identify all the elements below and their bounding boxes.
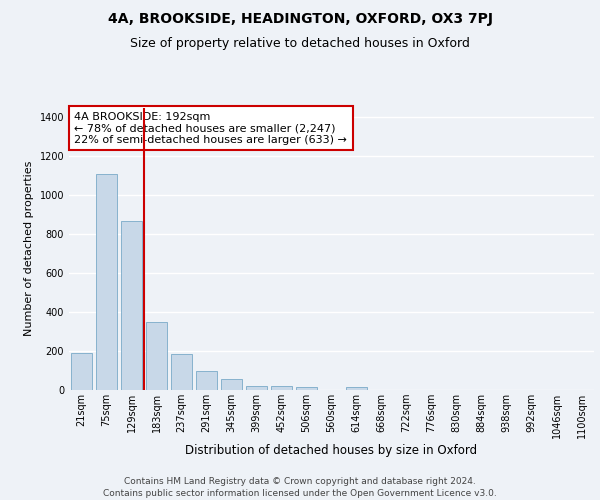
Bar <box>246 386 267 390</box>
Bar <box>196 372 217 390</box>
Text: 4A BROOKSIDE: 192sqm
← 78% of detached houses are smaller (2,247)
22% of semi-de: 4A BROOKSIDE: 192sqm ← 78% of detached h… <box>74 112 347 145</box>
Bar <box>121 222 142 390</box>
Bar <box>171 354 192 390</box>
Bar <box>296 386 317 390</box>
Text: 4A, BROOKSIDE, HEADINGTON, OXFORD, OX3 7PJ: 4A, BROOKSIDE, HEADINGTON, OXFORD, OX3 7… <box>107 12 493 26</box>
Text: Contains HM Land Registry data © Crown copyright and database right 2024.
Contai: Contains HM Land Registry data © Crown c… <box>103 476 497 498</box>
Bar <box>71 353 92 390</box>
Bar <box>96 174 117 390</box>
Bar <box>146 322 167 390</box>
Bar <box>221 380 242 390</box>
Bar <box>271 386 292 390</box>
Text: Size of property relative to detached houses in Oxford: Size of property relative to detached ho… <box>130 38 470 51</box>
Bar <box>346 388 367 390</box>
Y-axis label: Number of detached properties: Number of detached properties <box>24 161 34 336</box>
X-axis label: Distribution of detached houses by size in Oxford: Distribution of detached houses by size … <box>185 444 478 456</box>
